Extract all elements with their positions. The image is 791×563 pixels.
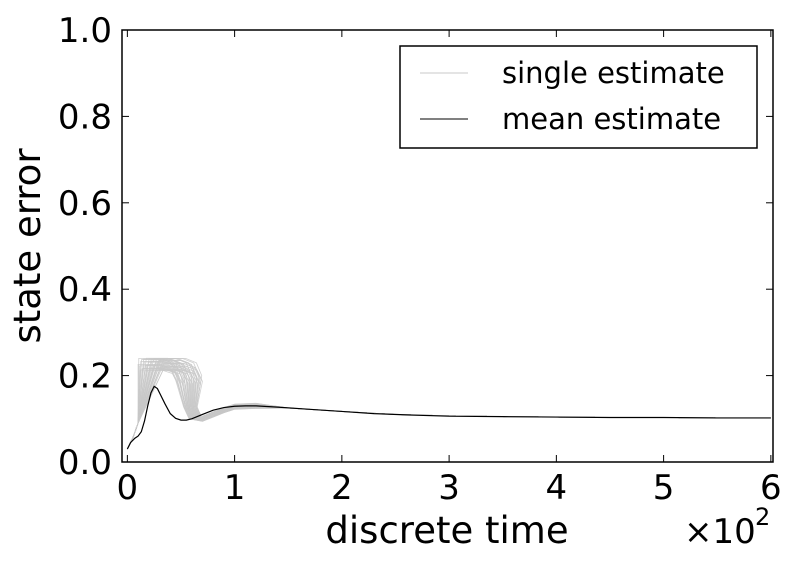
plot-frame — [121, 29, 774, 463]
x-axis-label: discrete time — [325, 509, 568, 552]
legend-box — [399, 45, 758, 149]
y-tick-label: 0.0 — [58, 443, 112, 483]
y-axis-label: state error — [6, 148, 49, 344]
x-multiplier-exponent: 2 — [755, 503, 770, 531]
y-tick-label: 1.0 — [58, 11, 112, 51]
plot-area — [126, 357, 771, 450]
y-tick-label: 0.2 — [58, 357, 112, 397]
x-tick-label: 6 — [760, 468, 782, 508]
legend: single estimate mean estimate — [399, 45, 758, 149]
legend-label-mean: mean estimate — [502, 102, 721, 136]
y-tick-label: 0.8 — [58, 97, 112, 137]
x-axis-multiplier: ×10 2 — [684, 503, 770, 552]
y-tick-label: 0.6 — [58, 184, 112, 224]
x-tick-label: 5 — [653, 468, 675, 508]
x-tick-label: 3 — [438, 468, 460, 508]
x-tick-label: 2 — [331, 468, 353, 508]
series-mean-estimate-line — [126, 385, 771, 450]
x-tick-label: 1 — [224, 468, 246, 508]
legend-label-single: single estimate — [502, 56, 725, 90]
x-multiplier-base: ×10 — [684, 512, 756, 552]
x-tick-label: 4 — [546, 468, 568, 508]
y-tick-label: 0.4 — [58, 270, 112, 310]
x-tick-label: 0 — [117, 468, 139, 508]
tick-labels: 0 1 2 3 4 5 6 0.0 0.2 0.4 0.6 0.8 1.0 — [58, 11, 782, 508]
